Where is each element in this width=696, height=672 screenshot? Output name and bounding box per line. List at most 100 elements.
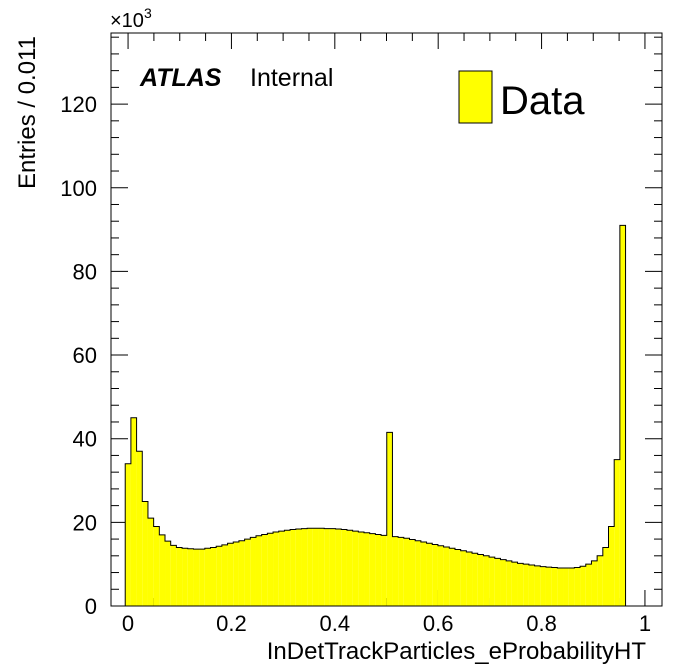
histogram-bar	[358, 531, 365, 606]
histogram-bar	[523, 564, 529, 606]
y-tick-label: 60	[73, 343, 97, 368]
histogram-bar	[147, 518, 154, 606]
histogram-bar	[261, 534, 268, 606]
plot-frame	[110, 32, 663, 607]
histogram-bar	[597, 555, 603, 606]
histogram-bar	[574, 567, 581, 606]
x-axis-title: InDetTrackParticles_eProbabilityHT	[267, 638, 647, 665]
y-tick-label: 20	[73, 510, 97, 535]
histogram-bar	[199, 549, 205, 606]
histogram-bar	[278, 531, 285, 606]
histogram-bar	[159, 534, 166, 606]
histogram-bar	[312, 528, 319, 606]
histogram-bar	[602, 547, 609, 606]
histogram-bar	[335, 529, 342, 606]
histogram-bar	[352, 531, 359, 606]
y-exponent-power: 3	[144, 5, 152, 21]
y-tick-label: 100	[60, 176, 97, 201]
histogram-bar	[398, 537, 404, 606]
y-tick-label: 40	[73, 427, 97, 452]
histogram-bar	[170, 545, 177, 606]
legend-entry-data: Data	[500, 79, 585, 123]
internal-label: Internal	[250, 64, 333, 92]
histogram-bar	[409, 539, 416, 606]
histogram-bar	[221, 544, 228, 606]
atlas-label: ATLAS	[139, 64, 222, 92]
histogram-bar	[563, 567, 569, 606]
histogram-bar	[165, 541, 171, 606]
histogram-bar	[386, 432, 393, 606]
y-tick-labels: 0 20 40 60 80 100 120	[60, 92, 97, 619]
histogram-bar	[125, 463, 131, 606]
histogram-bar	[454, 549, 461, 606]
histogram-bar	[193, 549, 200, 606]
histogram-bar	[534, 565, 541, 606]
histogram-bar	[250, 537, 256, 606]
histogram-bar	[324, 528, 330, 606]
histogram-bar	[233, 542, 239, 606]
histogram-bar	[432, 544, 438, 606]
histogram-bar	[517, 563, 524, 606]
histogram-bar	[608, 526, 615, 606]
histogram-outline	[124, 224, 627, 606]
histogram-bar	[557, 567, 564, 606]
histogram-bar	[273, 531, 279, 606]
histogram-bar	[500, 559, 507, 606]
histogram-bar	[619, 225, 626, 606]
histogram-bar	[443, 547, 450, 606]
histogram-bar	[449, 548, 455, 606]
histogram-bar	[136, 451, 143, 606]
histogram-bars	[124, 224, 627, 606]
y-tick-label: 80	[73, 259, 97, 284]
histogram-bar	[364, 532, 370, 606]
y-tick-label: 0	[85, 594, 97, 619]
histogram-bar	[483, 555, 490, 606]
x-tick-labels: 0 0.2 0.4 0.6 0.8 1	[122, 611, 651, 636]
x-tick-label: 0.8	[526, 611, 557, 636]
histogram-bar	[227, 543, 234, 606]
histogram-bar	[614, 459, 620, 606]
y-exponent-base: ×10	[110, 10, 144, 32]
histogram-bar	[244, 539, 251, 606]
x-tick-label: 0.6	[423, 611, 454, 636]
histogram-bar	[403, 538, 410, 606]
histogram-bar	[142, 501, 148, 606]
histogram-bar	[511, 562, 518, 606]
histogram-bar	[290, 529, 296, 606]
histogram-bar	[437, 545, 444, 606]
histogram-bar	[420, 542, 427, 606]
histogram-bar	[210, 547, 217, 606]
histogram-bar	[255, 535, 262, 606]
histogram-bar	[318, 528, 325, 606]
histogram-bar	[392, 536, 399, 606]
y-axis-title: Entries / 0.011	[14, 36, 41, 189]
histogram-bar	[460, 550, 467, 606]
histogram-bar	[182, 548, 188, 606]
histogram-bar	[415, 540, 421, 606]
histogram-bar	[545, 567, 552, 606]
x-tick-label: 0	[122, 611, 134, 636]
histogram-bar	[176, 547, 183, 606]
histogram-bar	[466, 552, 473, 606]
histogram-bar	[528, 565, 535, 606]
histogram-bar	[585, 564, 592, 606]
histogram-bar	[307, 528, 313, 606]
histogram-bar	[284, 530, 291, 606]
histogram-bar	[346, 530, 353, 606]
x-tick-label: 0.4	[320, 611, 351, 636]
y-exponent-label: ×103	[110, 5, 152, 32]
histogram-bar	[204, 548, 211, 606]
histogram-bar	[369, 533, 376, 606]
histogram-bar	[551, 567, 558, 606]
histogram-bar	[381, 535, 387, 606]
histogram-bar	[238, 540, 245, 606]
histogram-bar	[341, 529, 347, 606]
histogram-bar	[130, 417, 137, 606]
y-tick-label: 120	[60, 92, 97, 117]
histogram-bar	[187, 548, 194, 606]
histogram-bar	[153, 526, 160, 606]
histogram-bar	[591, 560, 598, 606]
histogram-bar	[216, 546, 222, 606]
histogram-bar	[301, 528, 308, 606]
